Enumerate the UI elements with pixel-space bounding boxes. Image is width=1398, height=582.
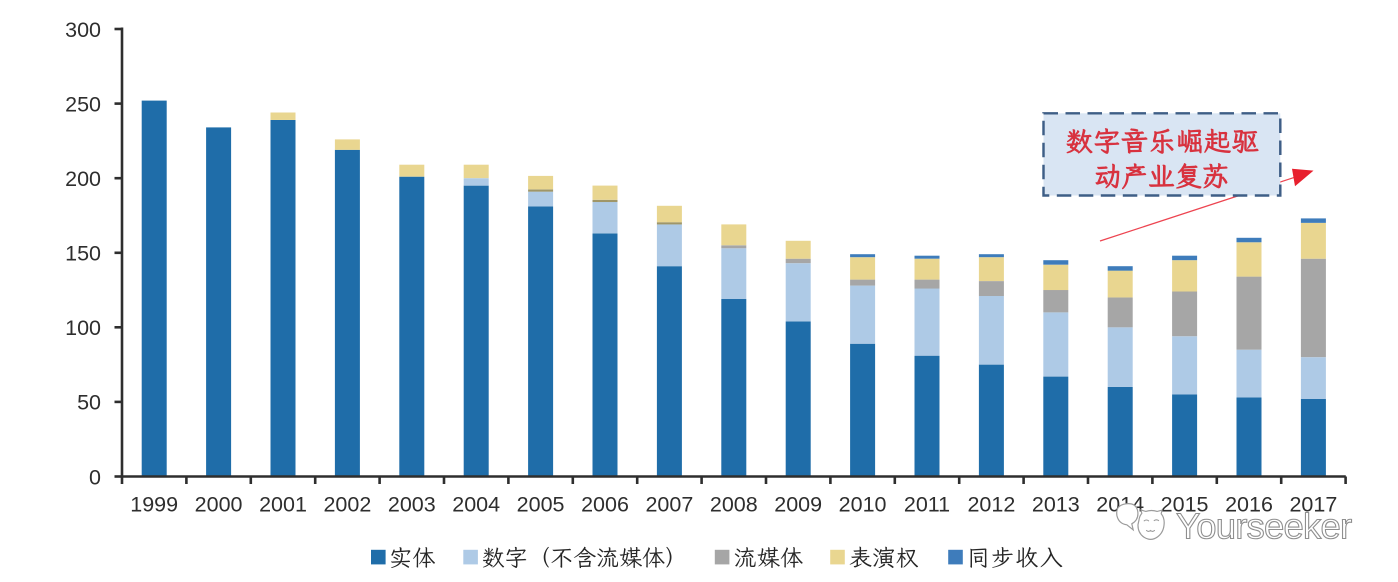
- svg-text:300: 300: [65, 18, 101, 42]
- svg-text:2016: 2016: [1225, 493, 1273, 517]
- svg-text:2003: 2003: [388, 493, 436, 517]
- svg-text:200: 200: [65, 167, 101, 191]
- svg-text:2004: 2004: [452, 493, 500, 517]
- svg-text:2011: 2011: [904, 493, 950, 517]
- svg-text:1999: 1999: [130, 493, 178, 517]
- svg-text:Yourseeker: Yourseeker: [1176, 506, 1352, 547]
- svg-text:2009: 2009: [774, 493, 822, 517]
- svg-text:0: 0: [89, 465, 101, 489]
- svg-text:2013: 2013: [1032, 493, 1080, 517]
- svg-text:2008: 2008: [710, 493, 758, 517]
- svg-text:2006: 2006: [581, 493, 629, 517]
- svg-text:2015: 2015: [1161, 493, 1209, 517]
- svg-text:150: 150: [65, 242, 101, 266]
- svg-text:2002: 2002: [323, 493, 371, 517]
- svg-text:50: 50: [77, 391, 101, 415]
- svg-text:2010: 2010: [839, 493, 887, 517]
- svg-text:2017: 2017: [1289, 493, 1337, 517]
- svg-text:250: 250: [65, 92, 101, 116]
- svg-text:2001: 2001: [259, 493, 307, 517]
- svg-text:2000: 2000: [195, 493, 243, 517]
- svg-text:2007: 2007: [645, 493, 693, 517]
- svg-text:2005: 2005: [517, 493, 565, 517]
- svg-text:2012: 2012: [967, 493, 1015, 517]
- svg-text:100: 100: [65, 316, 101, 340]
